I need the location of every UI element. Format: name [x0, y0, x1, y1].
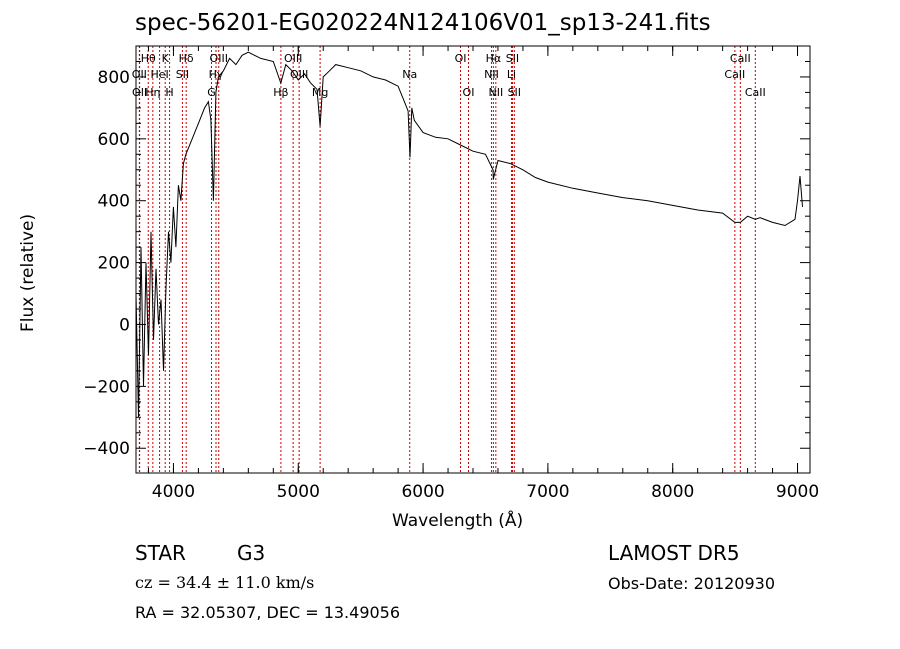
line-marker-label: Mg	[312, 86, 328, 99]
line-marker-label: SII	[506, 52, 519, 65]
line-marker-label: SII	[508, 86, 521, 99]
cz-text: cz = 34.4 ± 11.0 km/s	[135, 573, 315, 592]
y-axis: −400 −200 0 200 400 600 800	[83, 45, 810, 459]
y-axis-label: Flux (relative)	[18, 213, 38, 332]
y-tick-label: 600	[98, 130, 130, 150]
obs-date: Obs-Date: 20120930	[608, 574, 776, 593]
line-marker-label: SII	[176, 68, 189, 81]
y-tick-label: −200	[83, 377, 130, 397]
x-tick-label: 9000	[776, 482, 819, 502]
line-marker-label: OI	[455, 52, 467, 65]
line-marker-label: Hθ	[141, 52, 156, 65]
y-tick-label: 400	[98, 192, 130, 212]
y-tick-label: 0	[119, 315, 130, 335]
line-marker-label: H	[165, 86, 173, 99]
line-marker-label: CaII	[724, 68, 745, 81]
line-marker-label: OI	[463, 86, 475, 99]
line-marker-label: Li	[507, 68, 516, 81]
chart-title: spec-56201-EG020224N124106V01_sp13-241.f…	[135, 10, 711, 36]
y-tick-label: 800	[98, 68, 130, 88]
plot-frame	[135, 45, 811, 474]
x-tick-label: 8000	[651, 482, 694, 502]
class-label: STAR	[135, 541, 186, 565]
line-marker-label: OII	[132, 68, 147, 81]
line-marker-label: OIII	[210, 52, 228, 65]
spectrum-line	[135, 51, 803, 418]
x-tick-label: 5000	[277, 482, 320, 502]
x-axis: 4000 5000 6000 7000 8000 9000	[147, 46, 819, 502]
line-marker-label: OIII	[284, 52, 302, 65]
line-marker-label: Hα	[486, 52, 502, 65]
line-marker-label: NII	[484, 68, 499, 81]
y-tick-label: 200	[98, 254, 130, 274]
line-marker-label: OIII	[290, 68, 308, 81]
line-marker-label: Na	[402, 68, 417, 81]
x-tick-label: 7000	[526, 482, 569, 502]
line-marker-label: OII	[132, 86, 147, 99]
line-marker-label: CaII	[745, 86, 766, 99]
radec-text: RA = 32.05307, DEC = 13.49056	[135, 603, 401, 622]
line-marker-label: Hβ	[273, 86, 288, 99]
x-tick-label: 4000	[152, 482, 195, 502]
line-marker-label: HeI	[150, 68, 168, 81]
line-marker-label: CaII	[730, 52, 751, 65]
line-marker-label: K	[162, 52, 170, 65]
line-marker-label: NII	[488, 86, 503, 99]
line-marker-label: G	[207, 86, 216, 99]
y-tick-label: −400	[83, 439, 130, 459]
line-marker-label: Hδ	[179, 52, 194, 65]
subclass-label: G3	[237, 541, 266, 565]
line-marker-label: Hγ	[209, 68, 224, 81]
x-axis-label: Wavelength (Å)	[392, 511, 524, 531]
line-marker-label: Hη	[145, 86, 160, 99]
line-markers	[138, 46, 756, 473]
survey-label: LAMOST DR5	[608, 541, 740, 565]
x-tick-label: 6000	[401, 482, 444, 502]
